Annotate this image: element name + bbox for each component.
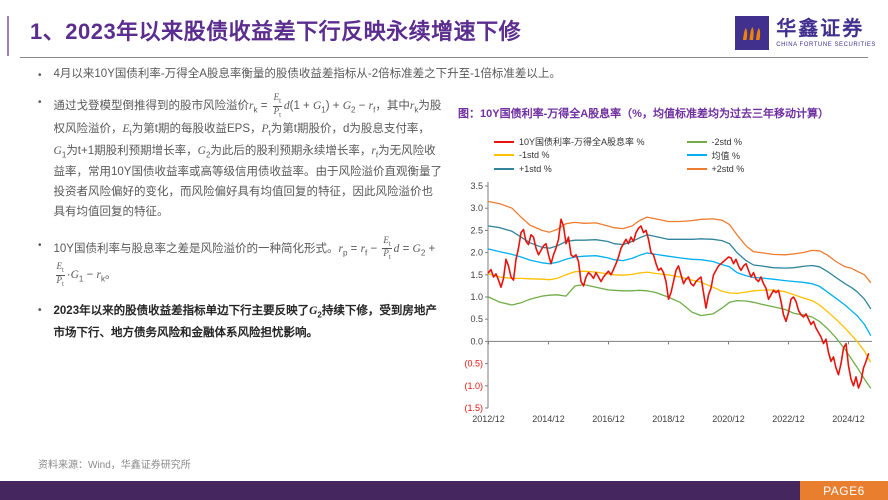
logo-figures-icon [743,27,761,40]
legend-label: +2std % [711,163,745,174]
bullet-text: 4月以来10Y国债利率-万得全A股息率衡量的股债收益差指标从-2倍标准差之下升至… [53,68,561,80]
chart-title: 图：10Y国债利率-万得全A股息率（%，均值标准差均为过去三年移动计算） [458,108,829,120]
bullet-text: 10Y国债利率与股息率之差是风险溢价的一种简化形式。rp = rf − Et Pt… [53,234,436,288]
header-divider [20,57,868,58]
svg-text:2020/12: 2020/12 [712,414,745,424]
page-title: 1、2023年以来股债收益差下行反映永续增速下修 [30,19,522,44]
legend-label: -1std % [519,150,550,161]
legend-item: -2std % [686,135,745,149]
page-number-badge: PAGE6 [800,481,888,500]
bullet-marker: • [38,70,42,81]
legend-swatch [686,154,707,157]
bullet-marker: • [38,305,42,317]
svg-text:2014/12: 2014/12 [532,414,565,424]
source-note: 资料来源：Wind，华鑫证券研究所 [38,460,191,471]
brand-logo-text: 华鑫证券 CHINA FORTUNE SECURITIES [776,19,876,48]
legend-swatch [686,167,707,170]
title-accent-bar [7,16,9,56]
bullet-item-3: • 10Y国债利率与股息率之差是风险溢价的一种简化形式。rp = rf − Et… [38,234,442,289]
svg-text:1.0: 1.0 [470,292,483,302]
chart-svg: 3.53.02.52.01.51.00.50.0(0.5)(1.0)(1.5)2… [464,181,872,424]
svg-text:2016/12: 2016/12 [592,414,625,424]
text-column: • 通过戈登模型倒推得到的股市风险溢价rk = Et Pt d(1 + G1) + … [38,92,442,356]
svg-text:(1.5): (1.5) [464,403,483,413]
legend-label: +1std % [519,163,552,174]
legend-item: +2std % [686,162,745,176]
legend-swatch [494,140,514,143]
svg-text:2012/12: 2012/12 [472,414,505,424]
content: • 4月以来10Y国债利率-万得全A股息率衡量的股债收益差指标从-2倍标准差之下… [38,66,874,435]
svg-text:2024/12: 2024/12 [832,414,865,424]
svg-text:3.5: 3.5 [470,181,483,191]
svg-text:2.5: 2.5 [470,225,483,235]
svg-text:(1.0): (1.0) [464,380,483,390]
svg-text:2.0: 2.0 [470,247,483,257]
legend-swatch [686,140,707,143]
legend-label: 均值 % [711,150,741,161]
bullet-text: 2023年以来的股债收益差指标单边下行主要反映了G2持续下修，受到房地产市场下行… [53,305,437,339]
chart-panel: 图：10Y国债利率-万得全A股息率（%，均值标准差均为过去三年移动计算） 10Y… [442,93,878,435]
svg-text:3.0: 3.0 [470,203,483,213]
legend-swatch [494,154,514,157]
svg-text:1.5: 1.5 [470,269,483,279]
bullet-item-2: • 通过戈登模型倒推得到的股市风险溢价rk = Et Pt d(1 + G1) + … [38,92,442,223]
chart-area: 3.5 3.0 2.5 2.0 1.5 1.0 0.5 0.0 (0.5) (1.0) (1.5) 2… [458,178,878,435]
svg-text:2018/12: 2018/12 [652,414,685,424]
two-column-layout: • 通过戈登模型倒推得到的股市风险溢价rk = Et Pt d(1 + G1) + … [38,92,874,435]
svg-text:0.5: 0.5 [470,314,483,324]
svg-text:(0.5): (0.5) [464,358,483,368]
legend-item: -1std % [494,149,645,163]
bullet-text: 通过戈登模型倒推得到的股市风险溢价rk = Et Pt d(1 + G1) + G2… [53,92,442,219]
brand-logo-mark [735,16,770,50]
brand-name-cn: 华鑫证券 [776,17,865,40]
footer-bar [0,481,888,500]
chart-legend: 10Y国债利率-万得全A股息率 % -1std % +1std % -2std % 均值… [494,135,878,176]
bullet-marker: • [38,239,42,251]
svg-text:2022/12: 2022/12 [772,414,805,424]
legend-label: -2std % [711,136,743,147]
brand-logo: 华鑫证券 CHINA FORTUNE SECURITIES [735,16,876,50]
bullet-marker: • [38,97,42,108]
brand-name-en: CHINA FORTUNE SECURITIES [776,41,876,48]
legend-item: 10Y国债利率-万得全A股息率 % [494,135,645,149]
bullet-item-1: • 4月以来10Y国债利率-万得全A股息率衡量的股债收益差指标从-2倍标准差之下… [38,66,874,85]
header: 1、2023年以来股债收益差下行反映永续增速下修 [30,14,738,46]
svg-text:0.0: 0.0 [470,336,483,346]
legend-label: 10Y国债利率-万得全A股息率 % [519,137,645,148]
legend-swatch [494,167,514,170]
bullet-item-4: • 2023年以来的股债收益差指标单边下行主要反映了G2持续下修，受到房地产市场… [38,301,442,343]
legend-item: 均值 % [686,149,745,163]
legend-item: +1std % [494,162,645,176]
